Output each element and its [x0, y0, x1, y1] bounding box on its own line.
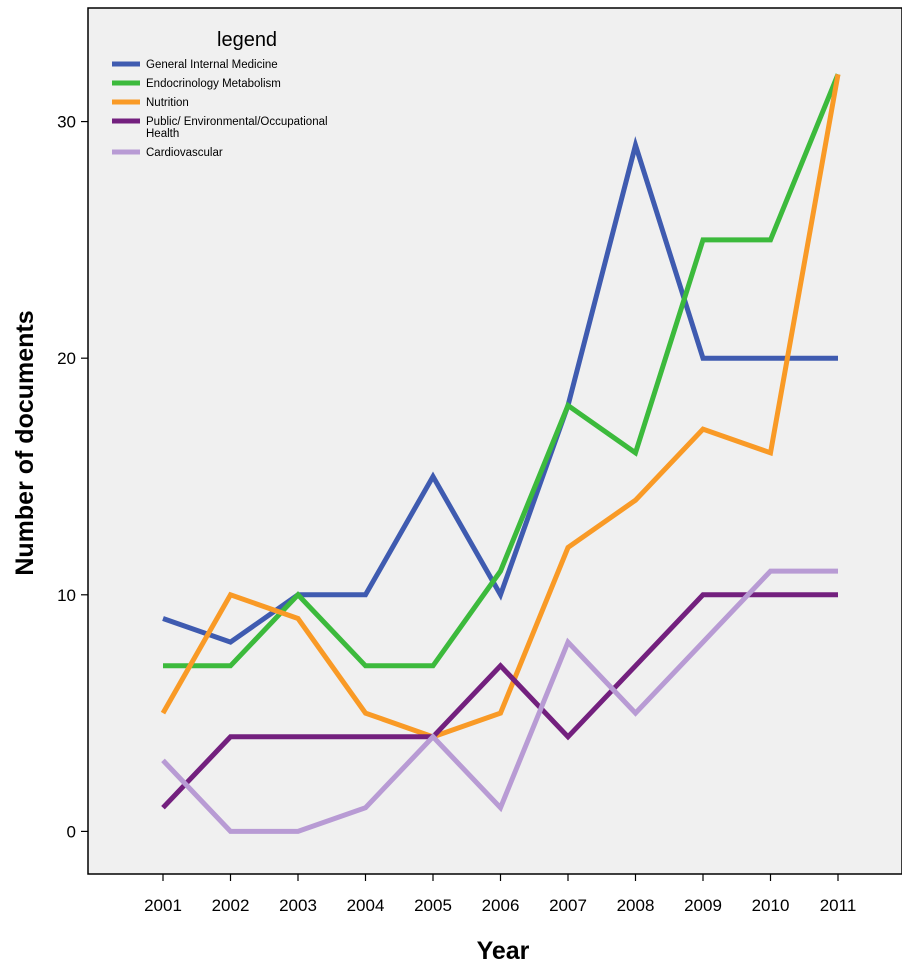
- legend-label: Cardiovascular: [146, 147, 223, 159]
- plot-area: [87, 7, 902, 875]
- series-line-3: [160, 73, 841, 740]
- x-tick-label: 2004: [347, 896, 385, 915]
- series-line-5: [161, 568, 838, 834]
- x-tick-label: 2007: [549, 896, 587, 915]
- x-tick-label: 2005: [414, 896, 452, 915]
- x-tick-label: 2003: [279, 896, 317, 915]
- y-axis-title: Number of documents: [11, 310, 39, 575]
- series-layer: [160, 73, 841, 834]
- x-axis: 2001 2002 2003 2004 2005 2006 2007 2008 2009 2010…: [144, 874, 856, 915]
- legend-label: Endocrinology Metabolism: [146, 78, 281, 90]
- series-line-2: [163, 73, 841, 669]
- x-tick-label: 2011: [820, 896, 857, 915]
- y-tick-label: 20: [57, 349, 76, 368]
- x-axis-title: Year: [477, 937, 530, 964]
- y-axis: 0 10 20 30: [57, 113, 88, 841]
- y-tick-label: 0: [67, 822, 76, 841]
- y-tick-label: 10: [57, 586, 76, 605]
- x-tick-label: 2010: [752, 896, 790, 915]
- x-tick-label: 2008: [617, 896, 655, 915]
- legend-label: Public/ Environmental/Occupational: [146, 116, 328, 128]
- legend: legend General Internal Medicine Endocrin…: [112, 29, 328, 159]
- legend-label: General Internal Medicine: [146, 59, 278, 71]
- legend-label: Nutrition: [146, 97, 189, 109]
- series-line-4: [161, 592, 838, 810]
- x-tick-label: 2002: [212, 896, 250, 915]
- legend-label: Health: [146, 128, 179, 140]
- y-tick-label: 30: [57, 113, 76, 132]
- x-tick-label: 2001: [144, 896, 182, 915]
- x-tick-label: 2009: [684, 896, 722, 915]
- x-tick-label: 2006: [482, 896, 520, 915]
- legend-title: legend: [217, 29, 277, 51]
